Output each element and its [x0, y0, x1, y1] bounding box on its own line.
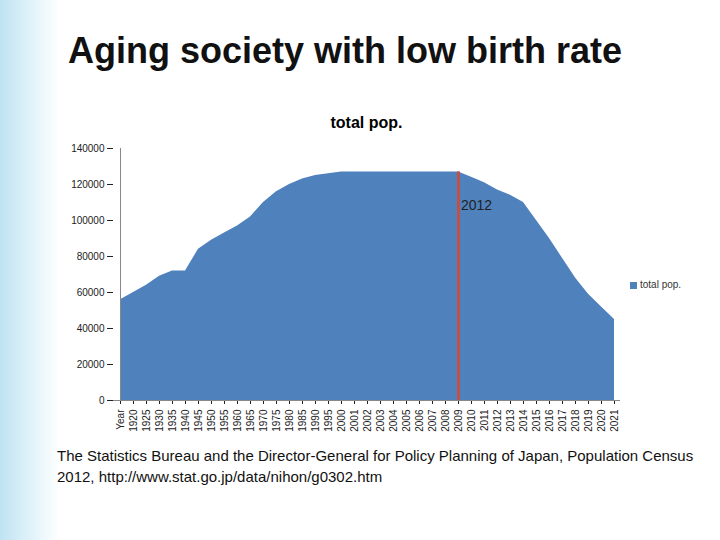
svg-text:2005: 2005	[401, 409, 412, 432]
svg-text:40000: 40000	[77, 323, 105, 334]
svg-text:140000: 140000	[71, 143, 105, 154]
svg-text:2006: 2006	[414, 409, 425, 432]
svg-text:2007: 2007	[427, 409, 438, 432]
svg-text:2012: 2012	[492, 409, 503, 432]
svg-text:2020: 2020	[596, 409, 607, 432]
svg-text:1995: 1995	[323, 409, 334, 432]
svg-text:2016: 2016	[544, 409, 555, 432]
svg-text:1975: 1975	[271, 409, 282, 432]
html-text:Aging society with low birth r: Aging society with low birth rate	[68, 30, 622, 71]
svg-text:2002: 2002	[362, 409, 373, 432]
svg-text:1930: 1930	[154, 409, 165, 432]
svg-text:2003: 2003	[375, 409, 386, 432]
svg-text:2001: 2001	[349, 409, 360, 432]
svg-text:1950: 1950	[206, 409, 217, 432]
svg-text:1965: 1965	[245, 409, 256, 432]
svg-text:1960: 1960	[232, 409, 243, 432]
svg-text:2015: 2015	[531, 409, 542, 432]
svg-text:2017: 2017	[557, 409, 568, 432]
html-text:total pop.: total pop.	[330, 114, 403, 131]
svg-text:1945: 1945	[193, 409, 204, 432]
svg-text:2018: 2018	[570, 409, 581, 432]
svg-text:0: 0	[99, 395, 105, 406]
svg-text:1925: 1925	[141, 409, 152, 432]
html-text:The Statistics Bureau and the: The Statistics Bureau and the Director-G…	[57, 447, 694, 485]
svg-text:80000: 80000	[77, 251, 105, 262]
svg-text:2010: 2010	[466, 409, 477, 432]
svg-text:2011: 2011	[479, 409, 490, 431]
svg-text:1985: 1985	[297, 409, 308, 432]
svg-text:1980: 1980	[284, 409, 295, 432]
svg-text:100000: 100000	[71, 215, 105, 226]
svg-text:60000: 60000	[77, 287, 105, 298]
svg-text:1920: 1920	[128, 409, 139, 432]
svg-text:1955: 1955	[219, 409, 230, 432]
svg-text:120000: 120000	[71, 179, 105, 190]
svg-text:2000: 2000	[336, 409, 347, 432]
svg-text:1990: 1990	[310, 409, 321, 432]
svg-text:2021: 2021	[609, 409, 620, 432]
svg-text:2012: 2012	[461, 197, 492, 213]
svg-text:2004: 2004	[388, 409, 399, 432]
svg-text:20000: 20000	[77, 359, 105, 370]
svg-text:2013: 2013	[505, 409, 516, 432]
svg-text:2019: 2019	[583, 409, 594, 432]
html-text:total pop.: total pop.	[640, 279, 682, 290]
svg-text:1970: 1970	[258, 409, 269, 432]
svg-text:1935: 1935	[167, 409, 178, 432]
svg-text:2008: 2008	[440, 409, 451, 432]
svg-text:2014: 2014	[518, 409, 529, 432]
svg-text:Year: Year	[115, 409, 126, 430]
svg-text:2009: 2009	[453, 409, 464, 432]
svg-text:1940: 1940	[180, 409, 191, 432]
